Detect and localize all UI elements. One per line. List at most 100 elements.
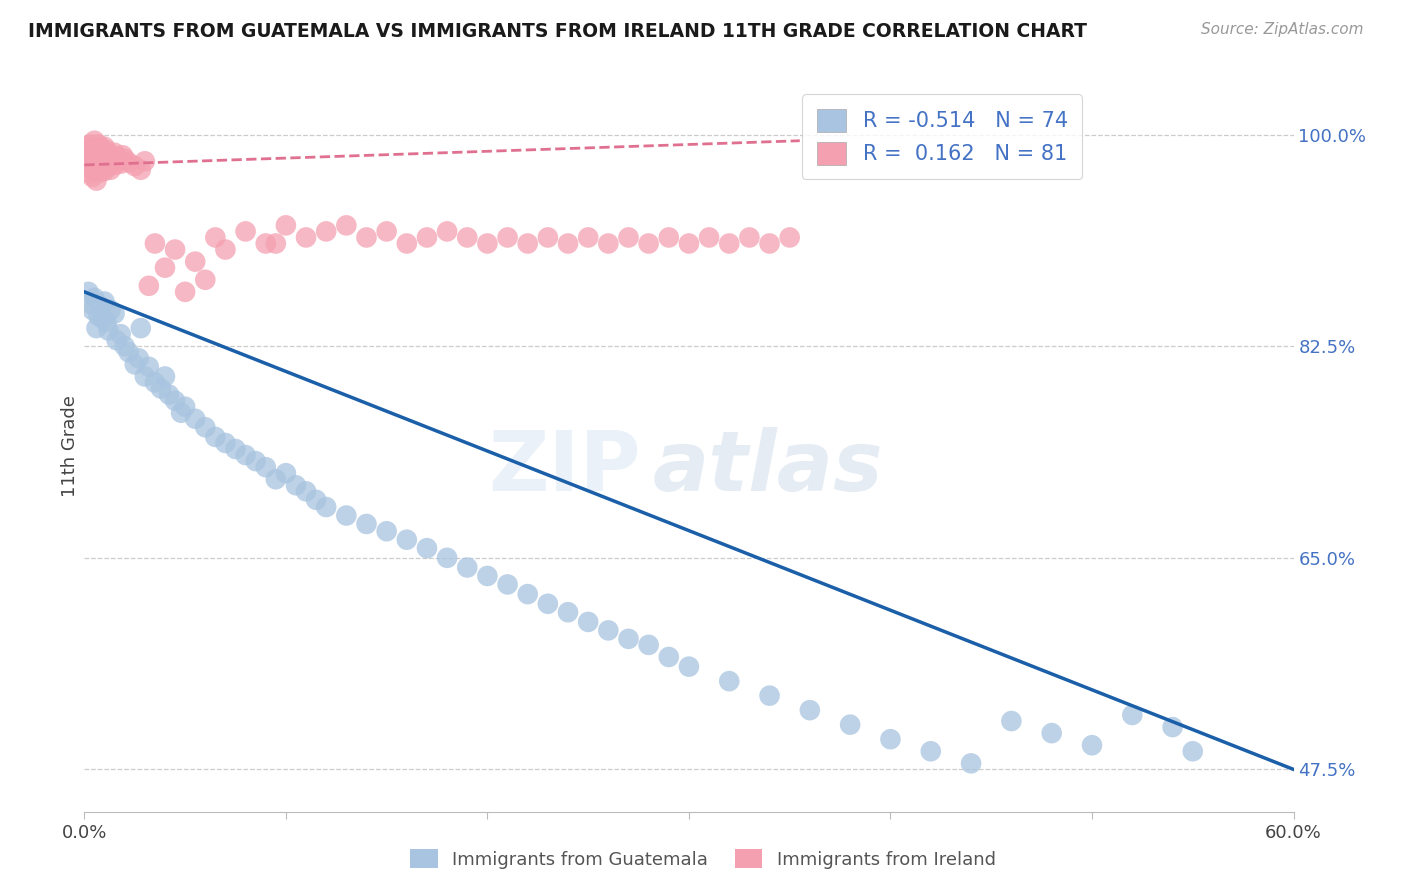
Text: IMMIGRANTS FROM GUATEMALA VS IMMIGRANTS FROM IRELAND 11TH GRADE CORRELATION CHAR: IMMIGRANTS FROM GUATEMALA VS IMMIGRANTS … [28,22,1087,41]
Point [235,224,257,238]
Point [839,717,862,731]
Point [86,154,108,169]
Y-axis label: 11th Grade: 11th Grade [62,395,80,497]
Point [100,162,122,177]
Point [274,219,297,233]
Legend: Immigrants from Guatemala, Immigrants from Ireland: Immigrants from Guatemala, Immigrants fr… [404,842,1002,876]
Point [416,541,439,556]
Point [738,230,761,244]
Point [87,137,110,152]
Point [779,230,801,244]
Point [1181,744,1204,758]
Point [118,345,141,359]
Point [920,744,942,758]
Point [107,153,129,167]
Point [174,400,197,414]
Point [477,236,499,251]
Point [143,236,166,251]
Point [79,137,101,152]
Point [87,149,110,163]
Point [375,224,398,238]
Point [77,145,100,160]
Point [86,142,108,156]
Point [138,359,160,374]
Point [214,243,236,257]
Point [335,219,357,233]
Point [91,145,114,160]
Point [114,339,136,353]
Point [97,324,120,338]
Point [87,309,110,323]
Point [83,134,105,148]
Point [204,230,226,244]
Point [576,230,599,244]
Point [204,430,226,444]
Point [758,236,780,251]
Point [129,321,152,335]
Point [138,278,160,293]
Point [436,550,458,565]
Point [128,351,150,366]
Point [194,420,217,434]
Point [100,303,122,318]
Point [134,154,156,169]
Point [637,236,659,251]
Point [174,285,197,299]
Point [335,508,357,523]
Point [184,412,207,426]
Point [105,333,128,347]
Point [678,236,700,251]
Text: ZIP: ZIP [488,427,641,508]
Point [1081,738,1104,752]
Point [1121,708,1143,723]
Point [165,393,187,408]
Point [799,703,821,717]
Point [96,315,118,329]
Point [134,369,156,384]
Point [305,492,328,507]
Point [89,153,111,167]
Point [165,243,187,257]
Point [315,224,337,238]
Point [110,157,132,171]
Point [245,454,267,468]
Point [1040,726,1063,740]
Point [143,376,166,390]
Point [104,307,127,321]
Point [315,500,337,514]
Point [295,230,318,244]
Point [960,756,983,771]
Point [170,406,193,420]
Point [697,230,720,244]
Point [496,230,519,244]
Point [658,650,681,665]
Point [97,159,120,173]
Point [395,533,418,547]
Point [516,236,538,251]
Point [617,632,640,646]
Point [114,152,136,166]
Point [83,164,105,178]
Point [110,327,132,342]
Point [1161,720,1184,734]
Point [149,382,172,396]
Point [274,466,297,480]
Point [194,273,217,287]
Point [879,732,901,747]
Point [79,152,101,166]
Point [93,294,115,309]
Point [718,674,741,689]
Point [356,516,378,531]
Point [89,165,111,179]
Point [184,254,207,268]
Point [658,230,681,244]
Point [82,158,104,172]
Text: Source: ZipAtlas.com: Source: ZipAtlas.com [1201,22,1364,37]
Point [79,297,101,311]
Point [77,285,100,299]
Legend: R = -0.514   N = 74, R =  0.162   N = 81: R = -0.514 N = 74, R = 0.162 N = 81 [803,95,1083,179]
Point [264,472,287,486]
Point [89,299,111,313]
Point [86,173,108,187]
Point [124,159,146,173]
